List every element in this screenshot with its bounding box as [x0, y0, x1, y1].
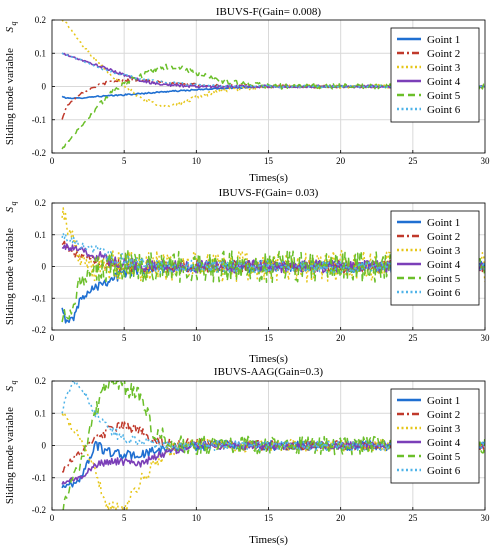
- chart-panel-1: 0 5 10 15 20 25 30 -0.2 -0.1 0 0.1 0.2 IBUVS-F(Gain=…: [4, 6, 490, 184]
- y-axis-subscript: q: [9, 22, 18, 26]
- series-line-goint-6: [61, 232, 485, 274]
- legend-label-goint-3: Goint 3: [427, 423, 461, 435]
- legend-label-goint-4: Goint 4: [427, 76, 461, 88]
- legend-label-goint-1: Goint 1: [427, 217, 460, 229]
- y-tick-label: -0.2: [32, 148, 46, 158]
- y-tick-label: -0.2: [32, 505, 46, 515]
- legend-label-goint-2: Goint 2: [427, 48, 460, 60]
- chart-title: IBUVS-F(Gain= 0.03): [219, 187, 319, 199]
- y-tick-label: 0.1: [35, 48, 46, 58]
- y-axis-label-group: Sliding mode variable Sq: [4, 202, 18, 326]
- x-tick-label: 15: [264, 333, 274, 343]
- y-axis-label: Sliding mode variable: [4, 407, 16, 504]
- x-tick-label: 30: [481, 333, 491, 343]
- x-tick-label: 5: [122, 333, 127, 343]
- y-tick-label: 0: [42, 262, 47, 272]
- series-line-goint-2: [61, 421, 485, 473]
- y-tick-label: -0.1: [32, 293, 46, 303]
- chart-panel-3: 0 5 10 15 20 25 30 -0.2 -0.1 0 0.1 0.2 IBUVS-AAG(Gai…: [4, 366, 490, 546]
- legend: Goint 1 Goint 2 Goint 3 Goint 4 Goint 5 Goint…: [390, 27, 480, 123]
- x-tick-label: 30: [481, 513, 491, 523]
- x-tick-label: 20: [336, 156, 346, 166]
- x-tick-label: 0: [50, 333, 55, 343]
- legend-label-goint-6: Goint 6: [427, 287, 461, 299]
- legend-label-goint-3: Goint 3: [427, 245, 461, 257]
- x-axis-label: Times(s): [249, 353, 288, 365]
- y-tick-label: -0.2: [32, 325, 46, 335]
- x-tick-label: 5: [122, 156, 127, 166]
- y-axis-label-group: Sliding mode variable Sq: [4, 22, 18, 146]
- y-axis-symbol: S: [4, 207, 16, 213]
- x-tick-label: 25: [408, 156, 418, 166]
- x-tick-label: 25: [408, 513, 418, 523]
- x-tick-label: 20: [336, 333, 346, 343]
- x-tick-label: 15: [264, 156, 274, 166]
- series-line-goint-6: [61, 381, 485, 452]
- legend-label-goint-1: Goint 1: [427, 395, 460, 407]
- x-tick-label: 30: [481, 156, 491, 166]
- legend-label-goint-6: Goint 6: [427, 104, 461, 116]
- legend-label-goint-5: Goint 5: [427, 451, 461, 463]
- chart-panel-2: 0 5 10 15 20 25 30 -0.2 -0.1 0 0.1 0.2 IBUVS-F(Gain=…: [4, 187, 490, 365]
- y-tick-label: -0.1: [32, 115, 46, 125]
- y-tick-label: 0.2: [35, 198, 46, 208]
- x-tick-label: 10: [192, 156, 202, 166]
- y-tick-label: 0.2: [35, 376, 46, 386]
- y-tick-label: 0.1: [35, 230, 46, 240]
- x-tick-label: 15: [264, 513, 274, 523]
- legend-label-goint-1: Goint 1: [427, 34, 460, 46]
- x-axis-label: Times(s): [249, 172, 288, 184]
- y-axis-symbol: S: [4, 27, 16, 33]
- x-tick-label: 10: [192, 513, 202, 523]
- x-axis-label: Times(s): [249, 534, 288, 546]
- y-axis-symbol: S: [4, 386, 16, 392]
- y-axis-label: Sliding mode variable: [4, 228, 16, 325]
- y-tick-label: 0.2: [35, 15, 46, 25]
- legend-label-goint-6: Goint 6: [427, 465, 461, 477]
- y-axis-subscript: q: [9, 202, 18, 206]
- y-axis-label: Sliding mode variable: [4, 48, 16, 145]
- legend-label-goint-5: Goint 5: [427, 90, 461, 102]
- x-tick-label: 25: [408, 333, 418, 343]
- y-tick-label: 0: [42, 441, 47, 451]
- legend-label-goint-2: Goint 2: [427, 409, 460, 421]
- y-axis-label-group: Sliding mode variable Sq: [4, 381, 18, 505]
- legend-label-goint-4: Goint 4: [427, 437, 461, 449]
- x-tick-label: 0: [50, 513, 55, 523]
- x-tick-label: 0: [50, 156, 55, 166]
- y-tick-label: -0.1: [32, 473, 46, 483]
- x-tick-label: 5: [122, 513, 127, 523]
- legend-label-goint-4: Goint 4: [427, 259, 461, 271]
- x-tick-label: 20: [336, 513, 346, 523]
- x-tick-label: 10: [192, 333, 202, 343]
- y-tick-label: 0: [42, 82, 47, 92]
- legend-label-goint-5: Goint 5: [427, 273, 461, 285]
- legend-label-goint-2: Goint 2: [427, 231, 460, 243]
- y-tick-label: 0.1: [35, 408, 46, 418]
- chart-title: IBUVS-F(Gain= 0.008): [216, 6, 322, 18]
- y-axis-subscript: q: [9, 381, 18, 385]
- legend: Goint 1 Goint 2 Goint 3 Goint 4 Goint 5 Goint…: [390, 388, 480, 484]
- chart-title: IBUVS-AAG(Gain=0.3): [214, 366, 323, 378]
- legend-label-goint-3: Goint 3: [427, 62, 461, 74]
- legend: Goint 1 Goint 2 Goint 3 Goint 4 Goint 5 Goint…: [390, 210, 480, 306]
